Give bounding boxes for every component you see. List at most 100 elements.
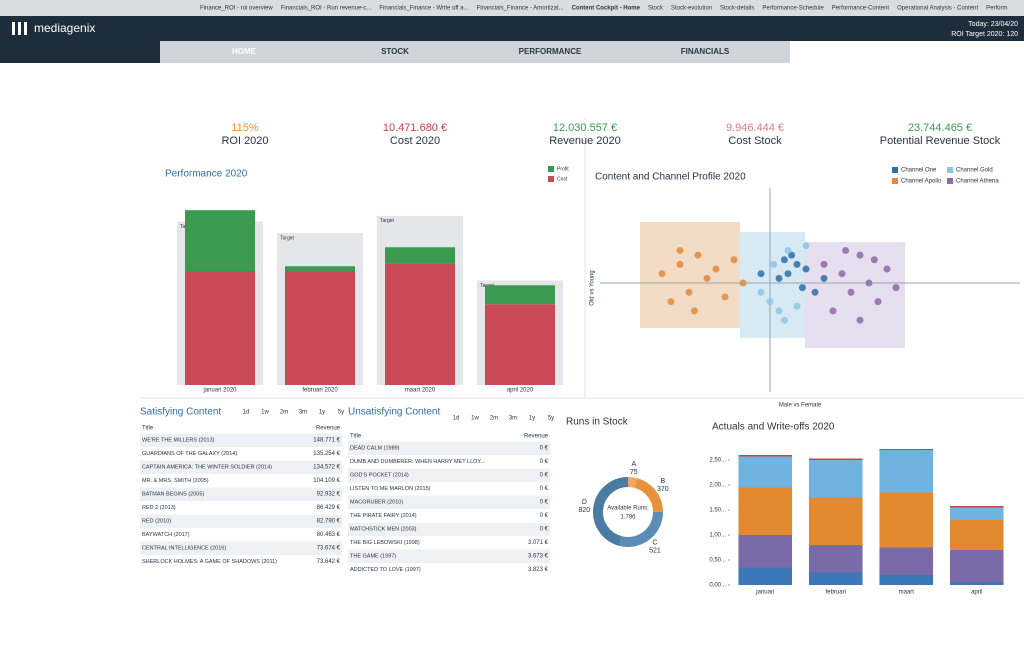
- nav-active: [0, 41, 160, 63]
- target-label: Target: [280, 235, 295, 241]
- scatter-point: [703, 274, 711, 282]
- browser-tab[interactable]: Financials_Finance - Write off a...: [379, 6, 468, 12]
- y-tick-label: 1,50...: [709, 508, 726, 514]
- legend-label: Profit: [557, 166, 569, 172]
- period-button[interactable]: 3m: [509, 416, 517, 422]
- row-stripe: [140, 433, 342, 447]
- browser-tab[interactable]: Perform: [986, 6, 1007, 12]
- bar-segment: [949, 520, 1004, 550]
- donut-center: 1.786: [620, 515, 636, 521]
- cell-title: CAPTAIN AMERICA: THE WINTER SOLDIER (201…: [142, 464, 272, 470]
- cell-title: THE BIG LEBOWSKI (1998): [350, 540, 420, 546]
- nav-tab[interactable]: PERFORMANCE: [519, 47, 582, 56]
- bar-segment: [879, 492, 934, 548]
- period-button[interactable]: 1y: [529, 416, 535, 422]
- scatter-point: [757, 270, 765, 278]
- table-title: Unsatisfying Content: [348, 407, 440, 418]
- y-tick-label: 0,50...: [709, 558, 726, 564]
- nav-tab[interactable]: FINANCIALS: [681, 47, 730, 56]
- cell-revenue: 0 €: [540, 513, 549, 519]
- period-button[interactable]: 3m: [299, 410, 307, 416]
- x-tick-label: maart: [899, 590, 915, 596]
- browser-tab[interactable]: Financials_Finance - Amortizat...: [477, 6, 564, 12]
- scatter-point: [793, 302, 801, 310]
- scatter-point: [865, 279, 873, 287]
- period-button[interactable]: 5y: [548, 416, 554, 422]
- scatter-point: [870, 256, 878, 264]
- cell-revenue: 3.673 €: [528, 554, 549, 560]
- scatter-point: [690, 307, 698, 315]
- row-stripe: [348, 549, 550, 563]
- column-header: Title: [350, 434, 362, 440]
- bar-segment: [949, 506, 1004, 508]
- period-button[interactable]: 1y: [319, 410, 325, 416]
- nav-tab[interactable]: STOCK: [381, 47, 409, 56]
- cell-revenue: 0 €: [540, 446, 549, 452]
- cell-title: GUARDIANS OF THE GALAXY (2014): [142, 451, 237, 457]
- browser-tab[interactable]: Content Cockpit - Home: [572, 6, 641, 12]
- row-stripe: [348, 495, 550, 509]
- scatter-point: [667, 298, 675, 306]
- cluster-zone: [640, 222, 740, 328]
- period-button[interactable]: 1w: [261, 410, 269, 416]
- bar-segment: [879, 547, 934, 575]
- table-title: Satisfying Content: [140, 407, 221, 418]
- cell-title: LISTEN TO ME MARLON (2015): [350, 486, 431, 492]
- period-button[interactable]: 2m: [280, 410, 288, 416]
- y-tick-label: 0,00...: [709, 583, 726, 589]
- browser-tab[interactable]: Stock: [648, 6, 664, 12]
- period-button[interactable]: 1d: [453, 416, 460, 422]
- row-stripe: [348, 522, 550, 536]
- bar-segment: [879, 575, 934, 585]
- legend-label: Channel Athena: [956, 179, 999, 185]
- chart-title: Runs in Stock: [566, 417, 629, 428]
- column-header: Revenue: [316, 426, 341, 432]
- period-button[interactable]: 1d: [243, 410, 250, 416]
- x-tick-label: april: [971, 590, 982, 596]
- donut-slice: [593, 477, 629, 546]
- kpi-label: Cost Stock: [728, 135, 782, 147]
- browser-tab[interactable]: Operational Analysis - Content: [897, 6, 978, 12]
- row-stripe: [348, 441, 550, 455]
- cell-title: DUMB AND DUMBERER: WHEN HARRY MET LLOY..…: [350, 459, 485, 465]
- donut-slice: [619, 511, 664, 547]
- scatter-point: [780, 256, 788, 264]
- cell-revenue: 82.790 €: [317, 519, 341, 525]
- bar-segment: [879, 450, 934, 493]
- cell-revenue: 86.429 €: [317, 505, 341, 511]
- scatter-point: [856, 316, 864, 324]
- cell-title: MATCHSTICK MEN (2003): [350, 526, 417, 532]
- browser-tab[interactable]: Finance_ROI - roi overview: [200, 6, 273, 12]
- browser-tab[interactable]: Performance-Content: [832, 6, 890, 12]
- scatter-point: [770, 260, 778, 268]
- legend-label: Channel One: [901, 168, 937, 174]
- cell-title: SHERLOCK HOLMES: A GAME OF SHADOWS (2011…: [142, 559, 277, 565]
- browser-tab[interactable]: Stock-details: [720, 6, 754, 12]
- scatter-point: [685, 288, 693, 296]
- scatter-point: [757, 288, 765, 296]
- legend-swatch: [892, 167, 898, 173]
- chart-title: Content and Channel Profile 2020: [595, 172, 746, 183]
- period-button[interactable]: 2m: [490, 416, 498, 422]
- browser-tab[interactable]: Stock-evolution: [671, 6, 712, 12]
- kpi-value: 115%: [231, 122, 259, 134]
- scatter-point: [658, 270, 666, 278]
- browser-tab[interactable]: Performance-Schedule: [762, 6, 824, 12]
- scatter-point: [847, 288, 855, 296]
- app-header: [0, 16, 1024, 41]
- cell-title: GOD'S POCKET (2014): [350, 472, 409, 478]
- bar-segment: [879, 449, 934, 450]
- cell-revenue: 73.642 €: [317, 559, 341, 565]
- bar-segment: [385, 247, 455, 264]
- period-button[interactable]: 1w: [471, 416, 479, 422]
- browser-tab[interactable]: Financials_ROI - Run revenue-c...: [281, 6, 372, 12]
- nav-tab[interactable]: HOME: [232, 47, 257, 56]
- bar-segment: [808, 572, 863, 585]
- period-button[interactable]: 5y: [338, 410, 344, 416]
- row-stripe: [140, 541, 342, 555]
- scatter-point: [842, 246, 850, 254]
- cell-revenue: 80.463 €: [317, 532, 341, 538]
- x-tick-label: februari 2020: [302, 388, 338, 394]
- legend-label: Channel Apollo: [901, 179, 942, 185]
